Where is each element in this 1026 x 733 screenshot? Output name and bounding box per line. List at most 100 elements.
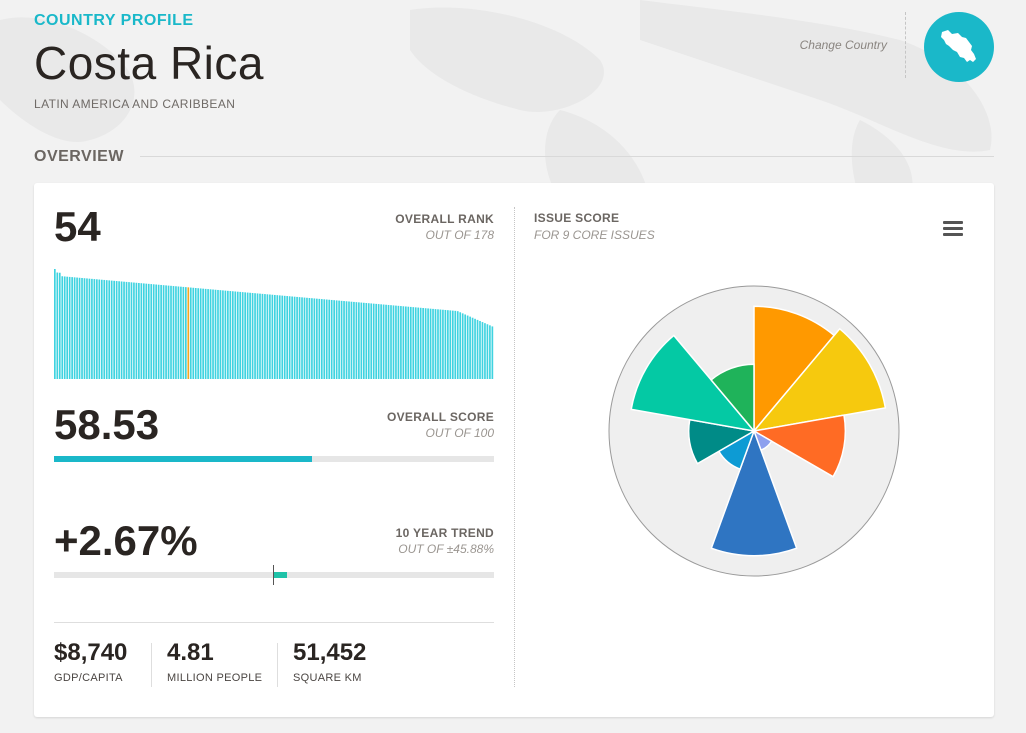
- rank-bar: [484, 323, 486, 379]
- rank-bar: [76, 277, 78, 379]
- rose-slice[interactable]: [752, 327, 887, 433]
- issue-score-label: ISSUE SCORE: [534, 211, 620, 225]
- rank-bar: [61, 276, 64, 379]
- issue-score-sub: FOR 9 CORE ISSUES: [534, 228, 655, 242]
- rank-bar: [197, 288, 200, 379]
- eyebrow-label: COUNTRY PROFILE: [34, 12, 194, 29]
- rank-bar: [256, 293, 259, 379]
- rose-slice[interactable]: [630, 334, 756, 433]
- rank-bar: [318, 298, 321, 379]
- costa-rica-map-icon: [941, 30, 976, 62]
- rank-bar: [96, 279, 98, 379]
- rank-bar: [269, 294, 271, 379]
- rank-bar: [125, 281, 128, 379]
- rank-bar: [170, 285, 172, 379]
- rank-bar: [313, 298, 316, 379]
- header-divider: [905, 12, 906, 78]
- rank-bar: [83, 278, 86, 379]
- overview-card: 54 OVERALL RANK OUT OF 178 58.53 OVERALL…: [34, 183, 994, 717]
- section-title: OVERVIEW: [34, 148, 124, 165]
- rank-sub: OUT OF 178: [425, 228, 494, 242]
- rank-bar: [469, 316, 471, 379]
- rose-slice[interactable]: [753, 305, 836, 434]
- rank-bar: [227, 290, 229, 379]
- rose-slice[interactable]: [710, 363, 755, 434]
- rank-bar: [177, 286, 180, 379]
- trend-sub: OUT OF ±45.88%: [398, 542, 494, 556]
- rank-bar: [402, 306, 405, 379]
- rank-bar: [254, 293, 256, 379]
- stat-separator: [151, 643, 152, 687]
- rank-bar: [397, 305, 400, 379]
- rank-bar: [246, 292, 249, 379]
- rank-bar: [323, 299, 326, 379]
- rank-bar: [464, 314, 467, 379]
- rank-bar: [123, 281, 125, 379]
- rank-bar: [278, 295, 281, 379]
- rank-bar: [231, 291, 234, 379]
- rank-bar: [479, 320, 481, 379]
- hamburger-menu-icon[interactable]: [943, 221, 963, 237]
- country-name: Costa Rica: [34, 37, 264, 89]
- rank-bar: [387, 304, 390, 379]
- rank-bar: [152, 284, 155, 379]
- rank-bar: [86, 278, 88, 379]
- rank-bar: [283, 295, 286, 379]
- rank-bar: [266, 294, 269, 379]
- rank-bar: [93, 279, 96, 379]
- rank-bar: [165, 285, 167, 379]
- rank-bar: [128, 282, 130, 379]
- rank-bar: [353, 301, 355, 379]
- stat-area: 51,452 SQUARE KM: [293, 639, 366, 684]
- score-sub: OUT OF 100: [425, 426, 494, 440]
- rank-bar: [325, 299, 328, 379]
- rank-bar: [224, 290, 227, 379]
- stat-area-label: SQUARE KM: [293, 672, 362, 684]
- rank-bar: [194, 288, 197, 379]
- rank-bar: [115, 281, 118, 379]
- rank-bar: [442, 309, 444, 379]
- rank-bar: [343, 301, 345, 379]
- change-country-link[interactable]: Change Country: [799, 38, 887, 52]
- country-badge[interactable]: [924, 12, 994, 82]
- rank-bar: [222, 290, 224, 379]
- rank-bar: [113, 280, 115, 379]
- rank-bar: [78, 277, 81, 379]
- rank-bar: [335, 300, 338, 379]
- rank-bar: [385, 304, 387, 379]
- rank-bar: [281, 295, 284, 379]
- rank-bar: [135, 282, 138, 379]
- rank-bar: [350, 301, 353, 379]
- score-label: OVERALL SCORE: [386, 410, 494, 424]
- rank-bar: [382, 304, 385, 379]
- rank-bar: [434, 309, 437, 379]
- rank-bar: [474, 318, 476, 379]
- trend-zero-marker: [273, 565, 274, 585]
- rank-bar: [110, 280, 113, 379]
- rose-slice[interactable]: [710, 428, 798, 557]
- rank-bar: [466, 315, 469, 379]
- rank-bar: [372, 303, 375, 379]
- rose-slice[interactable]: [751, 414, 847, 478]
- rank-bar: [58, 272, 61, 379]
- rank-bar: [108, 280, 111, 379]
- rank-value: 54: [54, 203, 101, 250]
- rank-bar: [308, 298, 311, 379]
- rank-bar: [328, 299, 331, 379]
- rank-bar: [264, 294, 266, 379]
- rank-bar: [293, 296, 296, 379]
- rank-bar: [276, 295, 279, 379]
- issue-score-rose-chart: [608, 285, 900, 577]
- rank-bar: [365, 303, 368, 379]
- rank-bar: [98, 279, 101, 379]
- rank-bar: [345, 301, 348, 379]
- rank-bar: [405, 306, 407, 379]
- rank-bar: [160, 284, 162, 379]
- rank-bar: [261, 293, 264, 379]
- rank-bar: [192, 287, 195, 379]
- rank-bar: [454, 310, 457, 379]
- trend-value: +2.67%: [54, 517, 198, 564]
- rank-bar: [340, 300, 343, 379]
- rank-bar: [414, 307, 417, 379]
- rank-bar: [145, 283, 148, 379]
